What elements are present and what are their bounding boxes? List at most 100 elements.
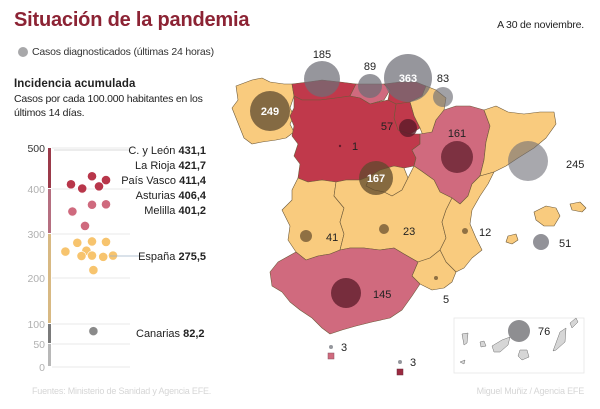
y-tick-label: 100 (27, 319, 45, 331)
bubble-circle[interactable] (304, 61, 340, 97)
y-tick-label: 0 (39, 362, 45, 374)
bubble-castilla-y-le-n[interactable]: 1 (338, 141, 358, 153)
bubble-label: 161 (448, 128, 466, 140)
bubble-cantabria[interactable]: 89 (358, 61, 382, 98)
bubble-circle[interactable] (329, 345, 333, 349)
island-gran-canaria (517, 349, 530, 361)
bubble-circle[interactable] (359, 161, 393, 195)
data-point[interactable] (108, 250, 118, 261)
svg-text:Asturias 406,4: Asturias 406,4 (136, 190, 207, 202)
bubble-comunidad-valenciana[interactable]: 12 (462, 227, 491, 239)
bubble-label: 185 (313, 49, 331, 61)
bubble-circle[interactable] (379, 224, 389, 234)
bubble-label: 167 (367, 173, 385, 185)
data-point[interactable] (101, 199, 111, 210)
axis-band (48, 234, 51, 323)
data-point[interactable] (88, 265, 99, 275)
bubble-murcia[interactable]: 5 (434, 276, 449, 306)
annotation-paisvasco: País Vasco 411,4 (121, 175, 207, 187)
bubble-label: 3 (410, 357, 416, 369)
svg-text:Melilla 401,2: Melilla 401,2 (144, 205, 206, 217)
data-point[interactable] (88, 326, 99, 337)
bubble-catalu-a[interactable]: 245 (508, 141, 584, 181)
bubble-circle[interactable] (300, 230, 312, 242)
island-la-gomera (479, 340, 487, 348)
bubble-label: 1 (352, 141, 358, 153)
region-mallorca[interactable] (533, 205, 561, 227)
annotation-canarias: Canarias 82,2 (136, 328, 205, 340)
bubble-circle[interactable] (433, 87, 453, 107)
bubble-label: 3 (341, 342, 347, 354)
y-tick-label: 200 (27, 273, 45, 285)
bubble-label: 23 (403, 226, 415, 238)
bubble-circle[interactable] (384, 54, 432, 102)
bubble-circle[interactable] (508, 141, 548, 181)
data-point[interactable] (80, 221, 90, 231)
bubble-castilla-la-mancha[interactable]: 23 (379, 224, 415, 238)
data-point[interactable] (98, 251, 109, 262)
data-point[interactable] (60, 246, 71, 257)
data-point[interactable] (72, 237, 83, 248)
island-tenerife (491, 336, 511, 353)
bubble-andaluc-a[interactable]: 145 (331, 278, 391, 308)
data-point[interactable] (94, 181, 104, 192)
ceuta-square[interactable] (327, 352, 335, 360)
island-lanzarote (569, 317, 579, 329)
bubble-ceuta[interactable]: 3 (329, 342, 347, 354)
bubble-label: 51 (559, 238, 571, 250)
bubble-arag-n[interactable]: 161 (441, 128, 473, 173)
region-menorca[interactable] (569, 201, 587, 213)
data-point[interactable] (87, 171, 97, 182)
data-point[interactable] (77, 183, 88, 194)
data-point[interactable] (66, 179, 76, 190)
bubble-label: 76 (538, 326, 550, 338)
bubble-canarias[interactable]: 76 (508, 320, 550, 342)
bubble-la-rioja[interactable]: 57 (381, 119, 417, 137)
bubble-circle[interactable] (399, 119, 417, 137)
data-point[interactable] (101, 237, 111, 247)
bubble-circle[interactable] (250, 91, 290, 131)
data-point[interactable] (67, 206, 78, 217)
bubble-baleares[interactable]: 51 (533, 234, 571, 250)
data-point[interactable] (87, 250, 97, 261)
bubble-label: 363 (399, 73, 417, 85)
bubble-melilla[interactable]: 3 (398, 357, 416, 369)
data-point[interactable] (101, 175, 111, 186)
bubble-galicia[interactable]: 249 (250, 91, 290, 131)
bubble-navarra[interactable]: 83 (433, 73, 453, 107)
svg-text:Canarias 82,2: Canarias 82,2 (136, 328, 205, 340)
data-point[interactable] (87, 236, 97, 247)
bubble-extremadura[interactable]: 41 (300, 230, 338, 244)
bubble-label: 57 (381, 121, 393, 133)
data-point[interactable] (76, 251, 87, 261)
bubble-circle[interactable] (462, 228, 468, 234)
bubble-circle[interactable] (533, 234, 549, 250)
bubble-circle[interactable] (508, 320, 530, 342)
gray-circle-icon (18, 47, 28, 57)
region-valencia[interactable] (439, 171, 495, 273)
bubble-label: 249 (261, 106, 279, 118)
bubble-circle[interactable] (331, 278, 361, 308)
annotation-name: España (138, 251, 176, 263)
bubble-circle[interactable] (338, 144, 342, 148)
annotation-value: 406,4 (178, 190, 206, 202)
bubble-pa-s-vasco[interactable]: 363 (384, 54, 432, 102)
melilla-square[interactable] (396, 368, 404, 376)
bubble-madrid[interactable]: 167 (359, 161, 393, 195)
data-point[interactable] (87, 199, 97, 210)
bubble-asturias[interactable]: 185 (304, 49, 340, 97)
bubble-label: 89 (364, 61, 376, 73)
annotation-value: 411,4 (179, 175, 207, 187)
bubble-circle[interactable] (441, 141, 473, 173)
annotation-larioja: La Rioja 421,7 (135, 160, 206, 172)
y-tick-label: 500 (27, 143, 45, 155)
annotation-value: 401,2 (178, 205, 206, 217)
region-ibiza[interactable] (505, 233, 519, 245)
bubble-circle[interactable] (398, 360, 402, 364)
bubble-circle[interactable] (358, 74, 382, 98)
island-el-hierro (459, 359, 466, 365)
incidence-title: Incidencia acumulada (14, 78, 136, 90)
date-label: A 30 de noviembre. (497, 19, 584, 31)
bubble-circle[interactable] (434, 276, 438, 280)
axis-band (48, 148, 51, 188)
